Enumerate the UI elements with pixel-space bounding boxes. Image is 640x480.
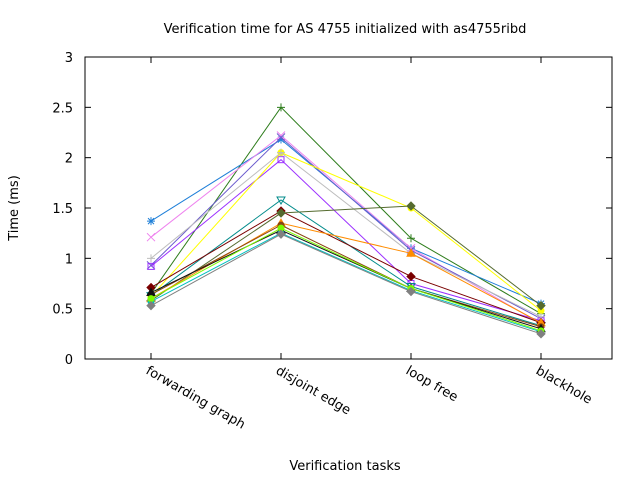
y-axis-label: Time (ms) — [7, 175, 22, 242]
y-tick-label: 1 — [65, 252, 73, 267]
plus-point — [277, 103, 285, 112]
series-layer — [146, 103, 546, 339]
series-line — [150, 151, 542, 318]
series-line — [150, 224, 542, 328]
diamond-point — [536, 329, 546, 339]
plus-point — [407, 234, 415, 243]
y-tick-label: 1.5 — [52, 202, 73, 217]
series-line — [150, 232, 542, 333]
x-point — [146, 232, 156, 242]
triangle-point — [406, 248, 416, 257]
plot-frame — [84, 56, 613, 360]
diamond-point — [276, 208, 286, 218]
series-line — [150, 229, 542, 330]
series-line — [150, 205, 542, 307]
x-axis-label: Verification tasks — [289, 459, 401, 474]
star-point — [277, 135, 285, 144]
diamond-point — [406, 271, 416, 282]
series-4 — [146, 133, 546, 324]
series-line — [150, 233, 542, 335]
y-tick-label: 0.5 — [52, 303, 73, 318]
circle-point — [147, 295, 155, 303]
chart-title: Verification time for AS 4755 initialize… — [164, 22, 527, 37]
series-line — [150, 134, 542, 325]
x-tick-label: forwarding graph — [143, 363, 248, 432]
x-axis-ticks: forwarding graph disjoint edge loop free bl… — [143, 57, 594, 433]
plus-point — [147, 254, 155, 263]
y-tick-label: 3 — [65, 51, 73, 66]
series-3 — [146, 131, 546, 329]
square-point — [277, 156, 285, 164]
diamond-point — [276, 229, 286, 239]
series-line — [150, 210, 542, 324]
diamond-point — [406, 201, 416, 211]
series-5 — [147, 156, 545, 325]
series-16 — [146, 229, 546, 339]
x-tick-label: disjoint edge — [273, 363, 353, 418]
x-tick-label: loop free — [403, 363, 460, 405]
series-line — [150, 152, 542, 312]
x-tick-label: blackhole — [533, 363, 594, 407]
y-tick-label: 2.5 — [52, 101, 73, 116]
series-line — [150, 159, 542, 322]
diamond-point — [536, 300, 546, 311]
x-point — [276, 133, 286, 142]
y-tick-label: 2 — [65, 152, 73, 167]
square-point — [147, 262, 155, 270]
diamond-point — [406, 286, 416, 297]
triangle-down-point — [276, 196, 286, 205]
plus-point — [277, 148, 285, 157]
series-line — [150, 227, 542, 332]
y-axis-ticks: 0 0.5 1 1.5 2 2.5 3 — [52, 51, 612, 368]
y-tick-label: 0 — [65, 353, 73, 368]
x-point — [276, 131, 286, 140]
series-14 — [147, 229, 545, 336]
diamond-point — [146, 300, 156, 311]
star-point — [147, 217, 155, 226]
